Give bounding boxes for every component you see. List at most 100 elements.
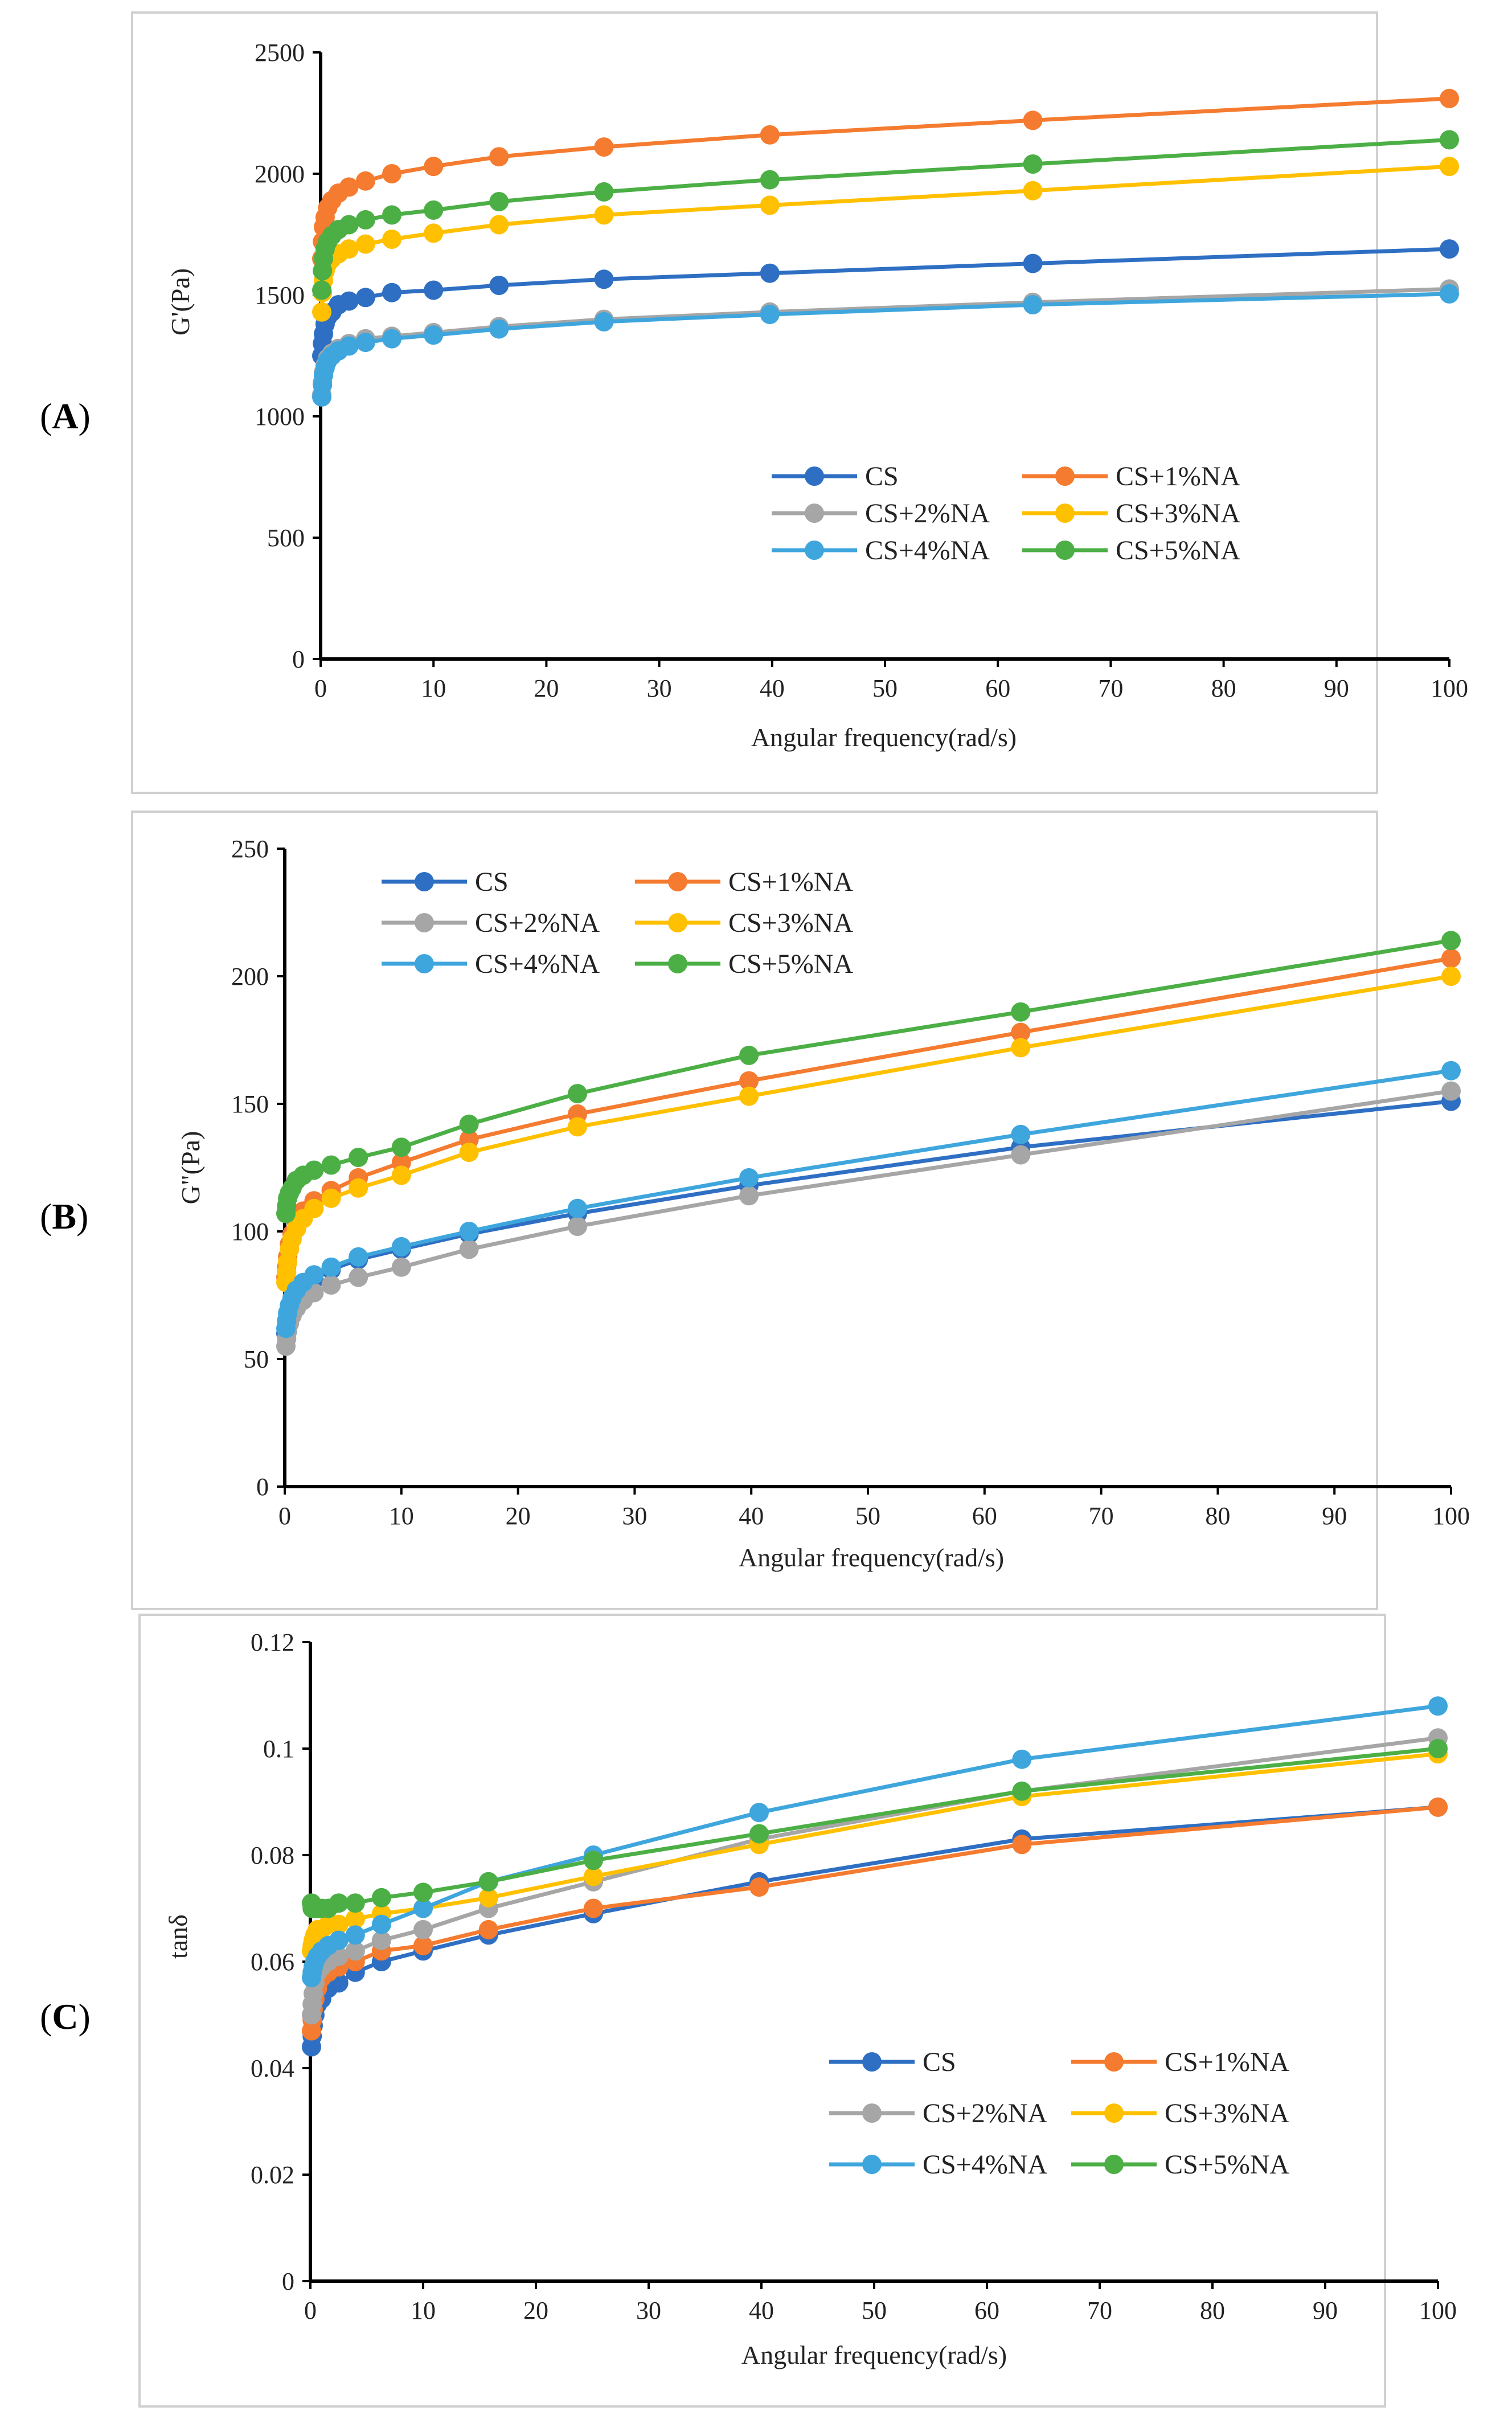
- data-point: [371, 1888, 391, 1908]
- x-tick-label: 20: [523, 2297, 548, 2324]
- legend-marker: [668, 872, 687, 891]
- data-point: [382, 164, 402, 183]
- legend-marker: [805, 504, 824, 523]
- legend-item: CS+4%NA: [772, 535, 990, 566]
- data-point: [749, 1824, 769, 1844]
- data-point: [345, 1909, 365, 1929]
- data-point: [594, 269, 614, 289]
- data-point: [1023, 110, 1043, 130]
- x-tick-label: 0: [278, 1502, 291, 1530]
- data-point: [339, 215, 359, 235]
- data-point: [391, 1237, 411, 1256]
- legend-marker: [1104, 2103, 1124, 2123]
- data-point: [1011, 1022, 1031, 1042]
- series-cs-3-na: [276, 967, 1461, 1292]
- data-point: [339, 239, 359, 259]
- y-axis-title: tanδ: [163, 1914, 192, 1959]
- x-tick-label: 40: [760, 674, 785, 702]
- legend: CS CS+1%NA CS+2%NA CS+3%NA CS+4%NA CS+5%NA: [829, 2047, 1289, 2180]
- data-point: [459, 1222, 479, 1241]
- legend-label: CS+4%NA: [475, 949, 600, 979]
- legend-item: CS+1%NA: [635, 867, 853, 897]
- data-point: [459, 1143, 479, 1163]
- legend-item: CS+2%NA: [772, 498, 990, 529]
- panel-label-close-paren: ): [76, 1196, 88, 1237]
- legend-label: CS+5%NA: [728, 949, 853, 979]
- panel-label-close-paren: ): [79, 1996, 91, 2037]
- data-point: [355, 333, 375, 353]
- x-tick-label: 20: [506, 1502, 531, 1530]
- legend-item: CS: [772, 461, 899, 492]
- data-point: [1023, 154, 1043, 174]
- y-tick-label: 0.02: [251, 2161, 294, 2189]
- data-point: [339, 336, 359, 356]
- data-point: [349, 1267, 368, 1287]
- y-tick-label: 0.06: [251, 1948, 294, 1976]
- data-point: [1440, 284, 1459, 304]
- data-point: [739, 1086, 759, 1106]
- y-tick-label: 0: [282, 2267, 294, 2295]
- data-point: [1012, 1749, 1032, 1769]
- x-tick-label: 90: [1324, 674, 1349, 702]
- data-point: [568, 1117, 587, 1137]
- panel-label-open-paren: (: [40, 396, 52, 436]
- chart-panel-b: 0 50 100 150 200 250 0 10 20 30 40 50 60 70 80 90 100 Ang…: [131, 811, 1470, 1610]
- data-point: [413, 1882, 433, 1902]
- data-point: [382, 283, 402, 302]
- x-tick-label: 90: [1313, 2297, 1338, 2324]
- y-tick-label: 2000: [255, 160, 305, 188]
- y-axis-title: G"(Pa): [176, 1131, 205, 1205]
- legend-marker: [415, 913, 434, 932]
- data-point: [424, 200, 444, 220]
- legend-label: CS+2%NA: [865, 498, 990, 529]
- legend-marker: [805, 466, 824, 486]
- legend-item: CS: [829, 2047, 956, 2077]
- x-axis-title: Angular frequency(rad/s): [751, 723, 1017, 752]
- data-point: [1440, 157, 1459, 177]
- data-point: [1441, 948, 1461, 968]
- data-point: [349, 1178, 368, 1198]
- legend-item: CS+3%NA: [635, 908, 853, 938]
- data-point: [321, 1155, 341, 1175]
- data-point: [321, 1257, 341, 1277]
- data-point: [1012, 1835, 1032, 1855]
- data-point: [391, 1137, 411, 1157]
- panel-label: (C): [40, 1996, 91, 2037]
- data-point: [489, 147, 509, 167]
- data-point: [1023, 295, 1043, 314]
- data-point: [594, 182, 614, 202]
- x-tick-label: 90: [1322, 1502, 1347, 1530]
- legend-marker: [1104, 2155, 1124, 2174]
- data-point: [304, 1198, 324, 1218]
- legend-marker: [862, 2103, 882, 2123]
- legend-item: CS+5%NA: [635, 949, 853, 979]
- x-axis-title: Angular frequency(rad/s): [741, 2340, 1007, 2369]
- y-tick-label: 0.08: [251, 1841, 294, 1869]
- series-cs-5-na: [302, 1739, 1448, 1918]
- legend-label: CS+4%NA: [923, 2150, 1047, 2180]
- y-tick-label: 1000: [255, 403, 305, 431]
- legend-label: CS+5%NA: [1116, 535, 1240, 566]
- legend-marker: [862, 2052, 882, 2072]
- legend-item: CS+2%NA: [382, 908, 600, 938]
- legend-item: CS+1%NA: [1071, 2047, 1289, 2077]
- panel-label-letter: B: [52, 1196, 76, 1237]
- data-point: [1440, 239, 1459, 259]
- x-tick-label: 10: [389, 1502, 414, 1530]
- x-tick-label: 80: [1200, 2297, 1225, 2324]
- data-point: [489, 192, 509, 211]
- x-tick-label: 40: [749, 2297, 774, 2324]
- data-point: [459, 1239, 479, 1259]
- legend-label: CS+2%NA: [923, 2098, 1047, 2129]
- data-point: [489, 319, 509, 339]
- panel-frame: [131, 811, 1378, 1610]
- panel-frame: [131, 11, 1378, 794]
- data-point: [760, 195, 780, 215]
- data-point: [424, 223, 444, 243]
- panel-label-open-paren: (: [40, 1996, 52, 2037]
- data-point: [1441, 967, 1461, 986]
- series-cs-4-na: [276, 1061, 1461, 1339]
- data-point: [1428, 1739, 1448, 1758]
- legend-label: CS: [475, 867, 509, 897]
- data-point: [1428, 1797, 1448, 1817]
